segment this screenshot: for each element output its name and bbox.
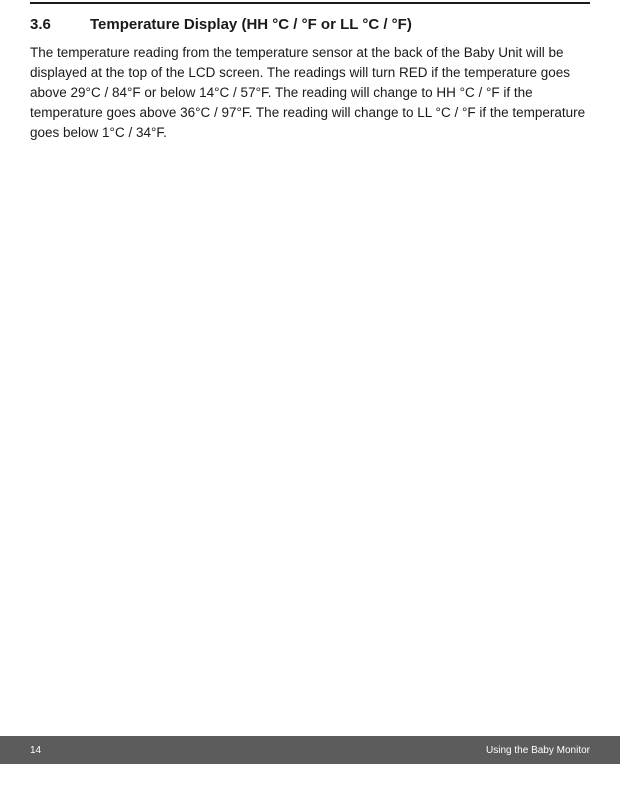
body-paragraph: The temperature reading from the tempera… xyxy=(30,43,590,143)
heading-number: 3.6 xyxy=(30,16,90,33)
footer-page-number: 14 xyxy=(30,745,41,756)
bottom-margin xyxy=(0,764,620,786)
top-rule xyxy=(30,2,590,4)
section-heading: 3.6 Temperature Display (HH °C / °F or L… xyxy=(30,16,590,33)
page-content: 3.6 Temperature Display (HH °C / °F or L… xyxy=(0,0,620,736)
footer-section-title: Using the Baby Monitor xyxy=(486,745,590,756)
heading-title: Temperature Display (HH °C / °F or LL °C… xyxy=(90,16,412,33)
page-footer: 14 Using the Baby Monitor xyxy=(0,736,620,764)
